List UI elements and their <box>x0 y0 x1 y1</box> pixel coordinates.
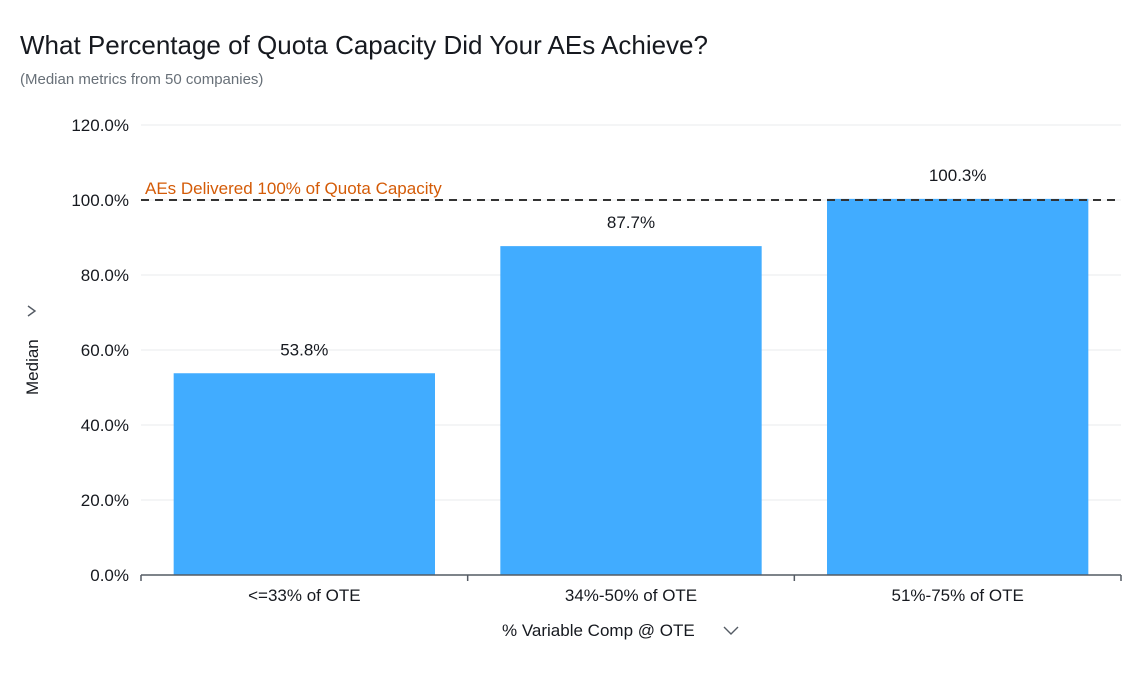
bar[interactable] <box>173 373 435 575</box>
y-axis-title[interactable]: Median <box>23 339 42 395</box>
data-label: 100.3% <box>929 166 987 185</box>
y-axis-title-group[interactable]: Median <box>23 305 42 395</box>
chart-title: What Percentage of Quota Capacity Did Yo… <box>20 30 708 60</box>
y-tick-label: 40.0% <box>81 416 129 435</box>
bars <box>173 198 1089 575</box>
bar[interactable] <box>500 246 762 575</box>
bar[interactable] <box>827 198 1089 575</box>
y-tick-label: 80.0% <box>81 266 129 285</box>
y-tick-label: 100.0% <box>71 191 129 210</box>
reference-line-group: AEs Delivered 100% of Quota Capacity <box>141 179 1121 201</box>
reference-line-label: AEs Delivered 100% of Quota Capacity <box>145 179 442 198</box>
chart-subtitle: (Median metrics from 50 companies) <box>20 71 264 88</box>
data-label: 87.7% <box>607 213 655 232</box>
y-axis-chevron-icon[interactable] <box>27 305 37 317</box>
x-axis-chevron-icon[interactable] <box>723 626 739 635</box>
data-labels: 53.8% 87.7% 100.3% <box>280 166 986 359</box>
y-tick-label: 120.0% <box>71 116 129 135</box>
x-tick-label: <=33% of OTE <box>248 586 360 605</box>
y-axis-ticks: 0.0% 20.0% 40.0% 60.0% 80.0% 100.0% 120.0% <box>71 116 129 585</box>
y-tick-label: 60.0% <box>81 341 129 360</box>
x-axis-title[interactable]: % Variable Comp @ OTE <box>502 621 695 640</box>
x-tick-label: 34%-50% of OTE <box>565 586 697 605</box>
data-label: 53.8% <box>280 340 328 359</box>
x-tick-label: 51%-75% of OTE <box>892 586 1024 605</box>
x-axis-title-group[interactable]: % Variable Comp @ OTE <box>502 621 739 640</box>
y-tick-label: 20.0% <box>81 491 129 510</box>
x-axis[interactable]: <=33% of OTE 34%-50% of OTE 51%-75% of OTE <box>140 574 1122 605</box>
y-tick-label: 0.0% <box>90 566 129 585</box>
